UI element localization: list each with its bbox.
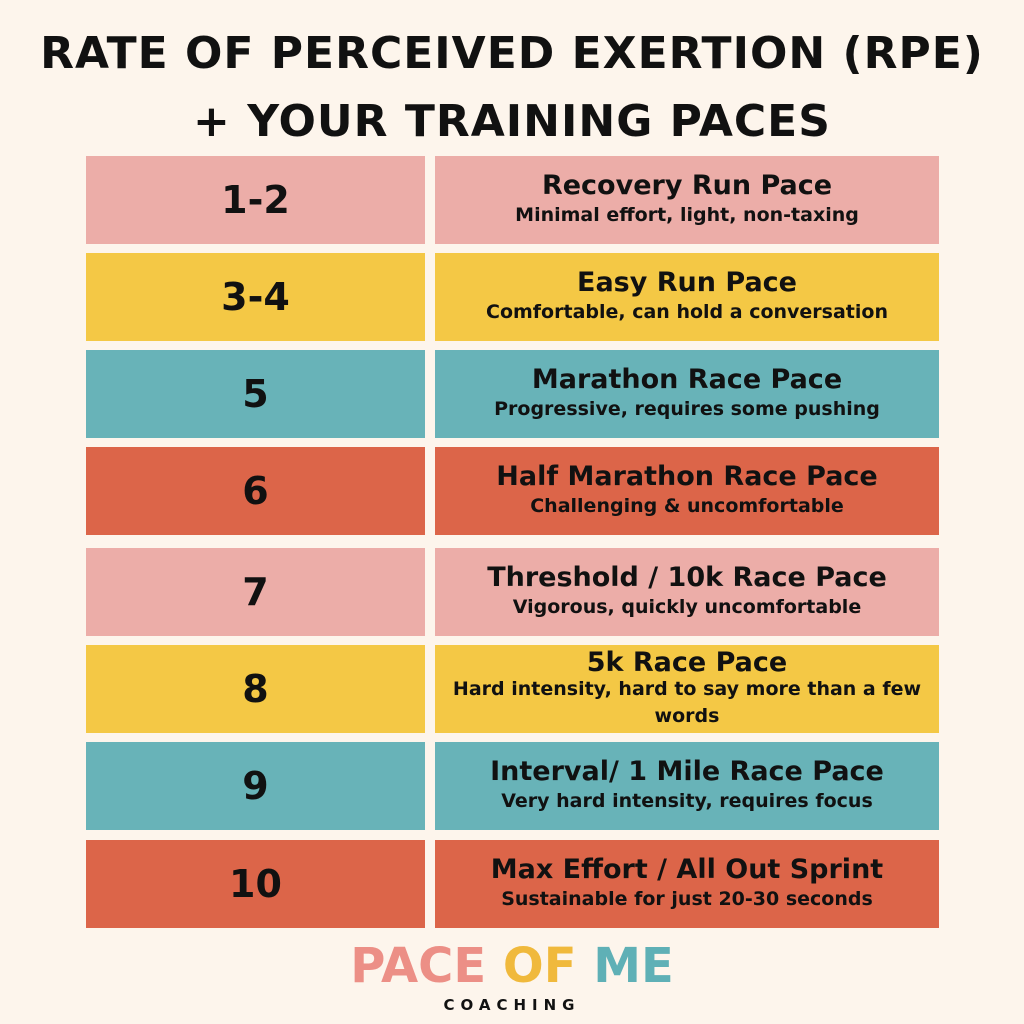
pace-name: Threshold / 10k Race Pace <box>487 561 887 593</box>
rpe-cell: 7 <box>86 548 425 636</box>
pace-cell: Recovery Run Pace Minimal effort, light,… <box>435 156 939 244</box>
pace-description: Very hard intensity, requires focus <box>501 789 873 812</box>
logo-word-pace: PACE <box>350 938 487 994</box>
pace-name: Recovery Run Pace <box>541 169 833 201</box>
rpe-cell: 5 <box>86 350 425 438</box>
pace-description: Minimal effort, light, non-taxing <box>515 203 859 226</box>
pace-cell: Threshold / 10k Race Pace Vigorous, quic… <box>435 548 939 636</box>
pace-cell: Interval/ 1 Mile Race Pace Very hard int… <box>435 742 939 830</box>
table-row: 1-2 Recovery Run Pace Minimal effort, li… <box>0 156 1024 244</box>
logo-word-of: OF <box>502 938 577 994</box>
logo-word-me: ME <box>593 938 674 994</box>
logo: PACE OF ME <box>0 942 1024 990</box>
pace-cell: 5k Race Pace Hard intensity, hard to say… <box>435 645 939 733</box>
rpe-cell: 8 <box>86 645 425 733</box>
table-row: 3-4 Easy Run Pace Comfortable, can hold … <box>0 253 1024 341</box>
pace-description: Sustainable for just 20-30 seconds <box>501 887 873 910</box>
pace-cell: Marathon Race Pace Progressive, requires… <box>435 350 939 438</box>
pace-cell: Half Marathon Race Pace Challenging & un… <box>435 447 939 535</box>
table-row: 5 Marathon Race Pace Progressive, requir… <box>0 350 1024 438</box>
logo-subtitle: COACHING <box>443 996 581 1014</box>
pace-description: Hard intensity, hard to say more than a … <box>452 677 922 727</box>
page-title: RATE OF PERCEIVED EXERTION (RPE) <box>40 28 984 79</box>
pace-description: Comfortable, can hold a conversation <box>486 300 888 323</box>
pace-name: Max Effort / All Out Sprint <box>490 853 884 885</box>
table-row: 9 Interval/ 1 Mile Race Pace Very hard i… <box>0 742 1024 830</box>
rpe-cell: 10 <box>86 840 425 928</box>
table-row: 10 Max Effort / All Out Sprint Sustainab… <box>0 840 1024 928</box>
pace-description: Challenging & uncomfortable <box>530 494 844 517</box>
pace-name: 5k Race Pace <box>586 646 788 678</box>
table-row: 7 Threshold / 10k Race Pace Vigorous, qu… <box>0 548 1024 636</box>
table-row: 6 Half Marathon Race Pace Challenging & … <box>0 447 1024 535</box>
pace-description: Progressive, requires some pushing <box>494 397 880 420</box>
table-row: 8 5k Race Pace Hard intensity, hard to s… <box>0 645 1024 733</box>
pace-cell: Max Effort / All Out Sprint Sustainable … <box>435 840 939 928</box>
page-subtitle: + YOUR TRAINING PACES <box>193 96 831 147</box>
pace-name: Interval/ 1 Mile Race Pace <box>490 755 884 787</box>
pace-name: Half Marathon Race Pace <box>496 460 878 492</box>
rpe-cell: 9 <box>86 742 425 830</box>
pace-name: Easy Run Pace <box>577 266 797 298</box>
rpe-cell: 3-4 <box>86 253 425 341</box>
pace-description: Vigorous, quickly uncomfortable <box>512 595 862 618</box>
pace-name: Marathon Race Pace <box>531 363 843 395</box>
pace-cell: Easy Run Pace Comfortable, can hold a co… <box>435 253 939 341</box>
rpe-cell: 6 <box>86 447 425 535</box>
rpe-cell: 1-2 <box>86 156 425 244</box>
